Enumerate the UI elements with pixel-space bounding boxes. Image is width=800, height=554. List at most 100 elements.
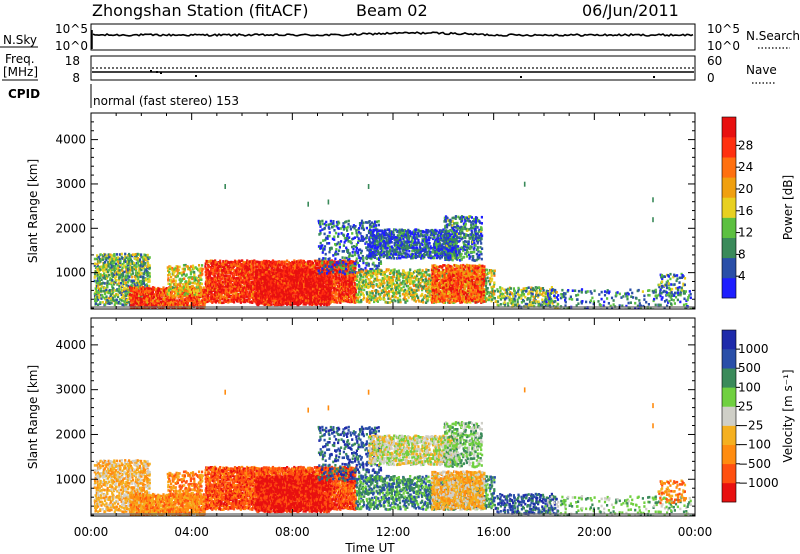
heatmap-cell <box>257 286 260 289</box>
heatmap-cell <box>250 275 253 279</box>
nave-point <box>364 67 366 69</box>
heatmap-cell <box>168 273 172 276</box>
heatmap-cell <box>175 265 178 268</box>
heatmap-cell <box>99 287 103 290</box>
heatmap-cell <box>344 282 347 286</box>
search-noise-label: N.Search <box>746 29 800 43</box>
heatmap-cell <box>337 281 340 285</box>
heatmap-cell <box>286 296 289 300</box>
heatmap-cell <box>251 280 254 284</box>
heatmap-cell <box>211 301 214 304</box>
heatmap-cell <box>330 279 333 282</box>
heatmap-cell <box>183 267 186 271</box>
heatmap-cell <box>354 283 357 286</box>
heatmap-cell <box>307 289 310 292</box>
heatmap-cell <box>219 297 222 300</box>
heatmap-cell <box>124 303 127 306</box>
heatmap-cell <box>169 286 172 289</box>
heatmap-cell <box>123 297 126 301</box>
heatmap-cell <box>317 263 321 266</box>
heatmap-cell <box>227 260 230 264</box>
heatmap-cell <box>315 261 318 265</box>
heatmap-cell <box>184 284 187 287</box>
heatmap-cell <box>209 259 212 263</box>
heatmap-cell <box>252 291 255 294</box>
heatmap-cell <box>122 293 125 297</box>
heatmap-cell <box>96 295 99 299</box>
heatmap-cell <box>286 292 289 296</box>
heatmap-cell <box>351 280 354 283</box>
nave-point <box>592 67 594 69</box>
heatmap-cell <box>139 281 142 285</box>
heatmap-cell <box>342 294 345 298</box>
heatmap-cell <box>238 294 241 298</box>
heatmap-cell <box>139 263 143 267</box>
heatmap-cell <box>146 271 149 274</box>
heatmap-cell <box>224 277 227 280</box>
heatmap-cell <box>277 296 280 299</box>
heatmap-cell <box>292 271 295 275</box>
heatmap-cell <box>110 261 113 264</box>
heatmap-cell <box>206 294 210 298</box>
heatmap-cell <box>119 263 122 267</box>
heatmap-cell <box>135 292 139 296</box>
heatmap-cell <box>143 268 146 271</box>
heatmap-cell <box>351 266 354 270</box>
heatmap-cell <box>296 298 299 302</box>
nave-point <box>484 67 486 69</box>
heatmap-cell <box>99 289 103 293</box>
heatmap-cell <box>270 297 273 300</box>
heatmap-cell <box>297 303 300 307</box>
heatmap-cell <box>305 268 308 271</box>
heatmap-cell <box>283 301 286 304</box>
heatmap-cell <box>255 274 258 277</box>
heatmap-cell <box>266 268 269 271</box>
heatmap-cell <box>228 266 231 270</box>
heatmap-cell <box>306 296 309 300</box>
heatmap-cell <box>132 306 135 309</box>
heatmap-cell <box>346 288 349 292</box>
heatmap-cell <box>171 266 174 270</box>
heatmap-cell <box>299 274 302 278</box>
heatmap-cell <box>213 284 216 288</box>
heatmap-cell <box>101 274 104 277</box>
heatmap-cell <box>189 276 192 279</box>
heatmap-cell <box>104 292 107 296</box>
heatmap-cell <box>134 271 137 275</box>
heatmap-cell <box>180 297 183 300</box>
heatmap-cell <box>284 286 287 290</box>
heatmap-cell <box>307 262 310 265</box>
heatmap-cell <box>211 277 214 281</box>
heatmap-cell <box>239 291 242 294</box>
heatmap-cell <box>153 295 156 299</box>
heatmap-cell <box>224 280 227 283</box>
heatmap-cell <box>205 296 208 299</box>
heatmap-cell <box>231 268 234 271</box>
heatmap-cell <box>150 302 153 306</box>
nave-point <box>532 67 534 69</box>
heatmap-cell <box>129 258 133 262</box>
nave-point <box>540 67 542 69</box>
heatmap-cell <box>117 300 120 304</box>
heatmap-cell <box>324 261 327 265</box>
heatmap-cell <box>265 273 268 276</box>
heatmap-cell <box>245 266 248 270</box>
heatmap-cell <box>243 290 246 294</box>
nave-point <box>520 67 522 69</box>
heatmap-cell <box>112 264 115 268</box>
heatmap-cell <box>142 289 145 292</box>
nave-point <box>240 67 242 69</box>
heatmap-cell <box>96 264 99 268</box>
heatmap-cell <box>204 292 207 296</box>
heatmap-cell <box>298 275 301 279</box>
nave-point <box>460 67 462 69</box>
heatmap-cell <box>302 259 305 263</box>
heatmap-cell <box>282 260 286 264</box>
heatmap-cell <box>297 295 300 299</box>
nave-point <box>616 67 618 69</box>
heatmap-cell <box>192 293 195 297</box>
heatmap-cell <box>143 293 146 297</box>
heatmap-cell <box>288 295 291 299</box>
heatmap-cell <box>205 267 208 270</box>
heatmap-cell <box>297 273 300 276</box>
